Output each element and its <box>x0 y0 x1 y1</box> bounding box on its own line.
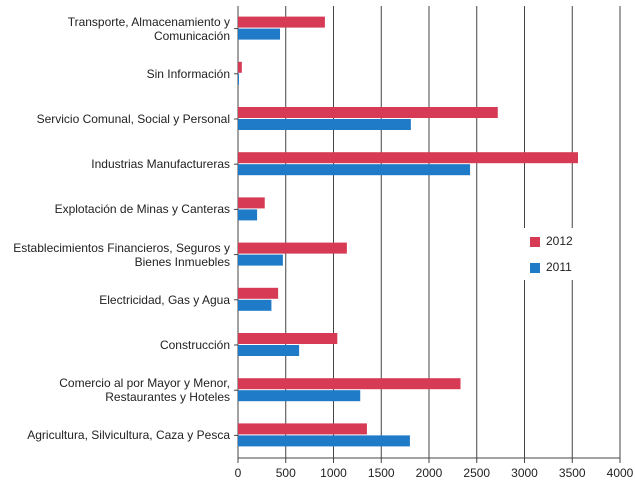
y-tick-label: Electricidad, Gas y Agua <box>99 292 230 307</box>
legend-swatch <box>530 237 540 247</box>
x-tick-label: 1500 <box>368 466 395 480</box>
y-tick-label: Establecimientos Financieros, Seguros y … <box>13 240 230 269</box>
x-tick-label: 2000 <box>416 466 443 480</box>
bar <box>238 197 265 209</box>
bar <box>238 16 325 28</box>
bar <box>238 28 281 40</box>
y-tick-label: Industrias Manufactureras <box>91 157 230 172</box>
x-tick-label: 3500 <box>559 466 586 480</box>
bar <box>238 423 367 435</box>
x-tick-label: 500 <box>276 466 296 480</box>
bar <box>238 152 578 164</box>
legend-label: 2011 <box>546 260 572 274</box>
bar <box>238 254 283 266</box>
bar <box>238 242 347 254</box>
bar <box>238 107 498 118</box>
bar <box>238 209 258 221</box>
bar <box>238 299 272 311</box>
bar <box>238 345 300 356</box>
y-tick-label: Agricultura, Silvicultura, Caza y Pesca <box>27 428 230 443</box>
bar <box>238 390 361 402</box>
bar <box>238 164 471 176</box>
bar <box>238 435 410 447</box>
y-tick-label: Servicio Comunal, Social y Personal <box>36 112 230 126</box>
bar <box>238 333 338 344</box>
y-tick-label: Construcción <box>159 338 230 352</box>
y-tick-label: Sin Información <box>146 66 230 81</box>
bar <box>238 61 242 73</box>
x-tick-label: 4000 <box>607 466 634 480</box>
x-tick-label: 1000 <box>320 466 347 480</box>
y-tick-label: Explotación de Minas y Canteras <box>54 202 230 217</box>
bar <box>238 73 239 85</box>
x-tick-label: 3000 <box>511 466 538 480</box>
x-tick-label: 0 <box>235 466 242 480</box>
legend-swatch <box>530 263 540 273</box>
bar <box>238 287 279 299</box>
y-tick-label: Transporte, Almacenamiento y Comunicació… <box>67 14 230 43</box>
x-tick-label: 2500 <box>463 466 490 480</box>
bar <box>238 378 461 390</box>
bar <box>238 119 411 130</box>
y-tick-label: Comercio al por Mayor y Menor, Restauran… <box>59 376 230 405</box>
legend-label: 2012 <box>546 234 573 248</box>
